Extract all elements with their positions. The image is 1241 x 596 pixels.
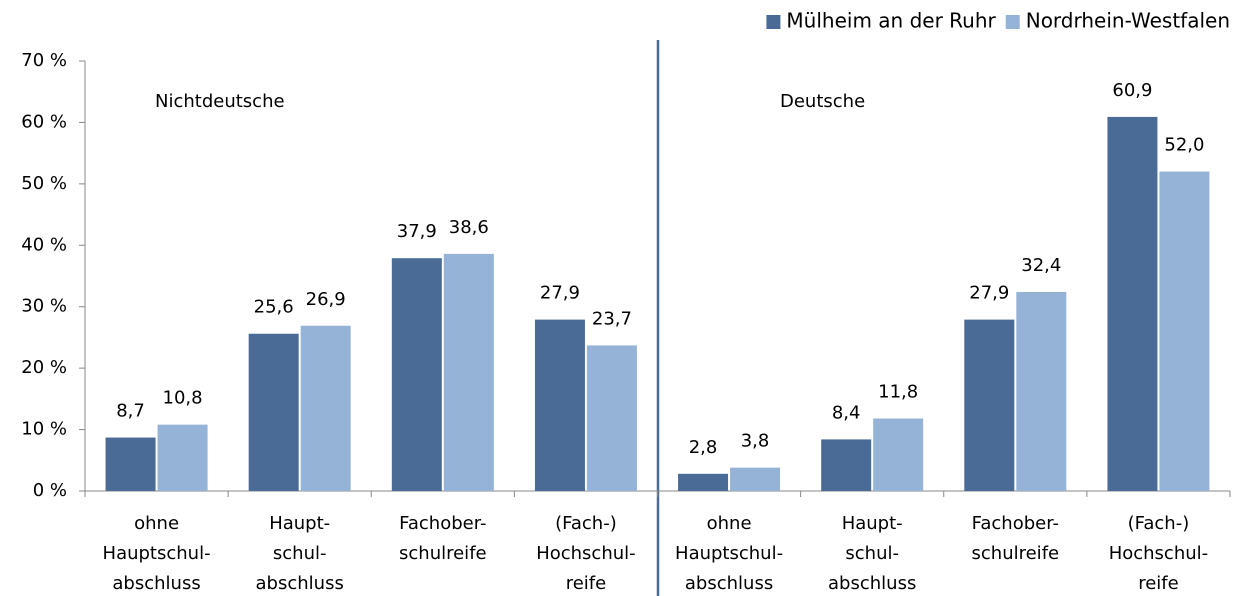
legend-swatch	[1005, 15, 1020, 29]
value-label: 8,4	[832, 402, 861, 423]
bar	[1107, 116, 1158, 492]
x-tick-label: reife	[1138, 573, 1179, 594]
value-label: 26,9	[306, 289, 346, 310]
x-tick-label: Fachober-	[972, 513, 1059, 534]
y-tick-label: 10 %	[21, 419, 67, 440]
x-tick-label: ohne	[134, 513, 179, 534]
value-label: 38,6	[449, 217, 489, 238]
bar	[821, 439, 872, 491]
x-tick-label: Hochschul-	[1109, 543, 1208, 564]
x-tick-label: schulreife	[972, 543, 1060, 564]
value-label: 10,8	[163, 388, 203, 409]
x-tick-label: Haupt-	[842, 513, 903, 534]
value-label: 27,9	[540, 283, 580, 304]
x-tick-label: Hauptschul-	[675, 543, 783, 564]
value-label: 37,9	[397, 221, 437, 242]
legend-label: Mülheim an der Ruhr	[786, 9, 996, 33]
legend-label: Nordrhein-Westfalen	[1026, 9, 1230, 33]
value-label: 32,4	[1021, 255, 1061, 276]
bar	[586, 345, 637, 491]
value-label: 8,7	[116, 401, 145, 422]
y-tick-label: 30 %	[21, 296, 67, 317]
bar	[391, 258, 442, 491]
x-tick-label: schul-	[845, 543, 899, 564]
value-label: 25,6	[254, 297, 294, 318]
x-tick-label: Fachober-	[399, 513, 486, 534]
bar	[964, 319, 1015, 491]
annotation: Nichtdeutsche	[155, 91, 285, 112]
x-tick-label: schul-	[273, 543, 327, 564]
x-tick-label: (Fach-)	[555, 513, 617, 534]
x-tick-label: abschluss	[685, 573, 773, 594]
value-label: 60,9	[1112, 80, 1152, 101]
value-label: 27,9	[969, 283, 1009, 304]
value-label: 11,8	[878, 382, 918, 403]
bar	[157, 424, 208, 491]
value-label: 52,0	[1164, 135, 1204, 156]
bar	[443, 253, 494, 491]
bar	[248, 333, 299, 491]
y-tick-label: 20 %	[21, 357, 67, 378]
x-tick-label: (Fach-)	[1128, 513, 1190, 534]
x-tick-label: schulreife	[399, 543, 487, 564]
bar	[1159, 171, 1210, 492]
y-tick-label: 0 %	[33, 480, 67, 501]
bar	[300, 325, 351, 491]
bar	[1016, 291, 1067, 491]
bar	[534, 319, 585, 491]
y-tick-label: 70 %	[21, 50, 67, 71]
bar	[105, 437, 156, 491]
bar	[873, 418, 924, 491]
x-tick-label: Haupt-	[269, 513, 330, 534]
x-tick-label: abschluss	[256, 573, 344, 594]
x-tick-label: Hochschul-	[536, 543, 635, 564]
annotation: Deutsche	[780, 91, 865, 112]
x-tick-label: reife	[566, 573, 607, 594]
y-tick-label: 60 %	[21, 111, 67, 132]
x-tick-label: abschluss	[828, 573, 916, 594]
value-label: 2,8	[689, 437, 718, 458]
x-tick-label: abschluss	[112, 573, 200, 594]
bar	[730, 467, 781, 491]
y-tick-label: 50 %	[21, 173, 67, 194]
value-label: 3,8	[741, 431, 770, 452]
x-tick-label: ohne	[707, 513, 752, 534]
x-tick-label: Hauptschul-	[103, 543, 211, 564]
legend-swatch	[766, 15, 781, 29]
value-label: 23,7	[592, 308, 632, 329]
bar	[678, 473, 729, 491]
y-tick-label: 40 %	[21, 234, 67, 255]
